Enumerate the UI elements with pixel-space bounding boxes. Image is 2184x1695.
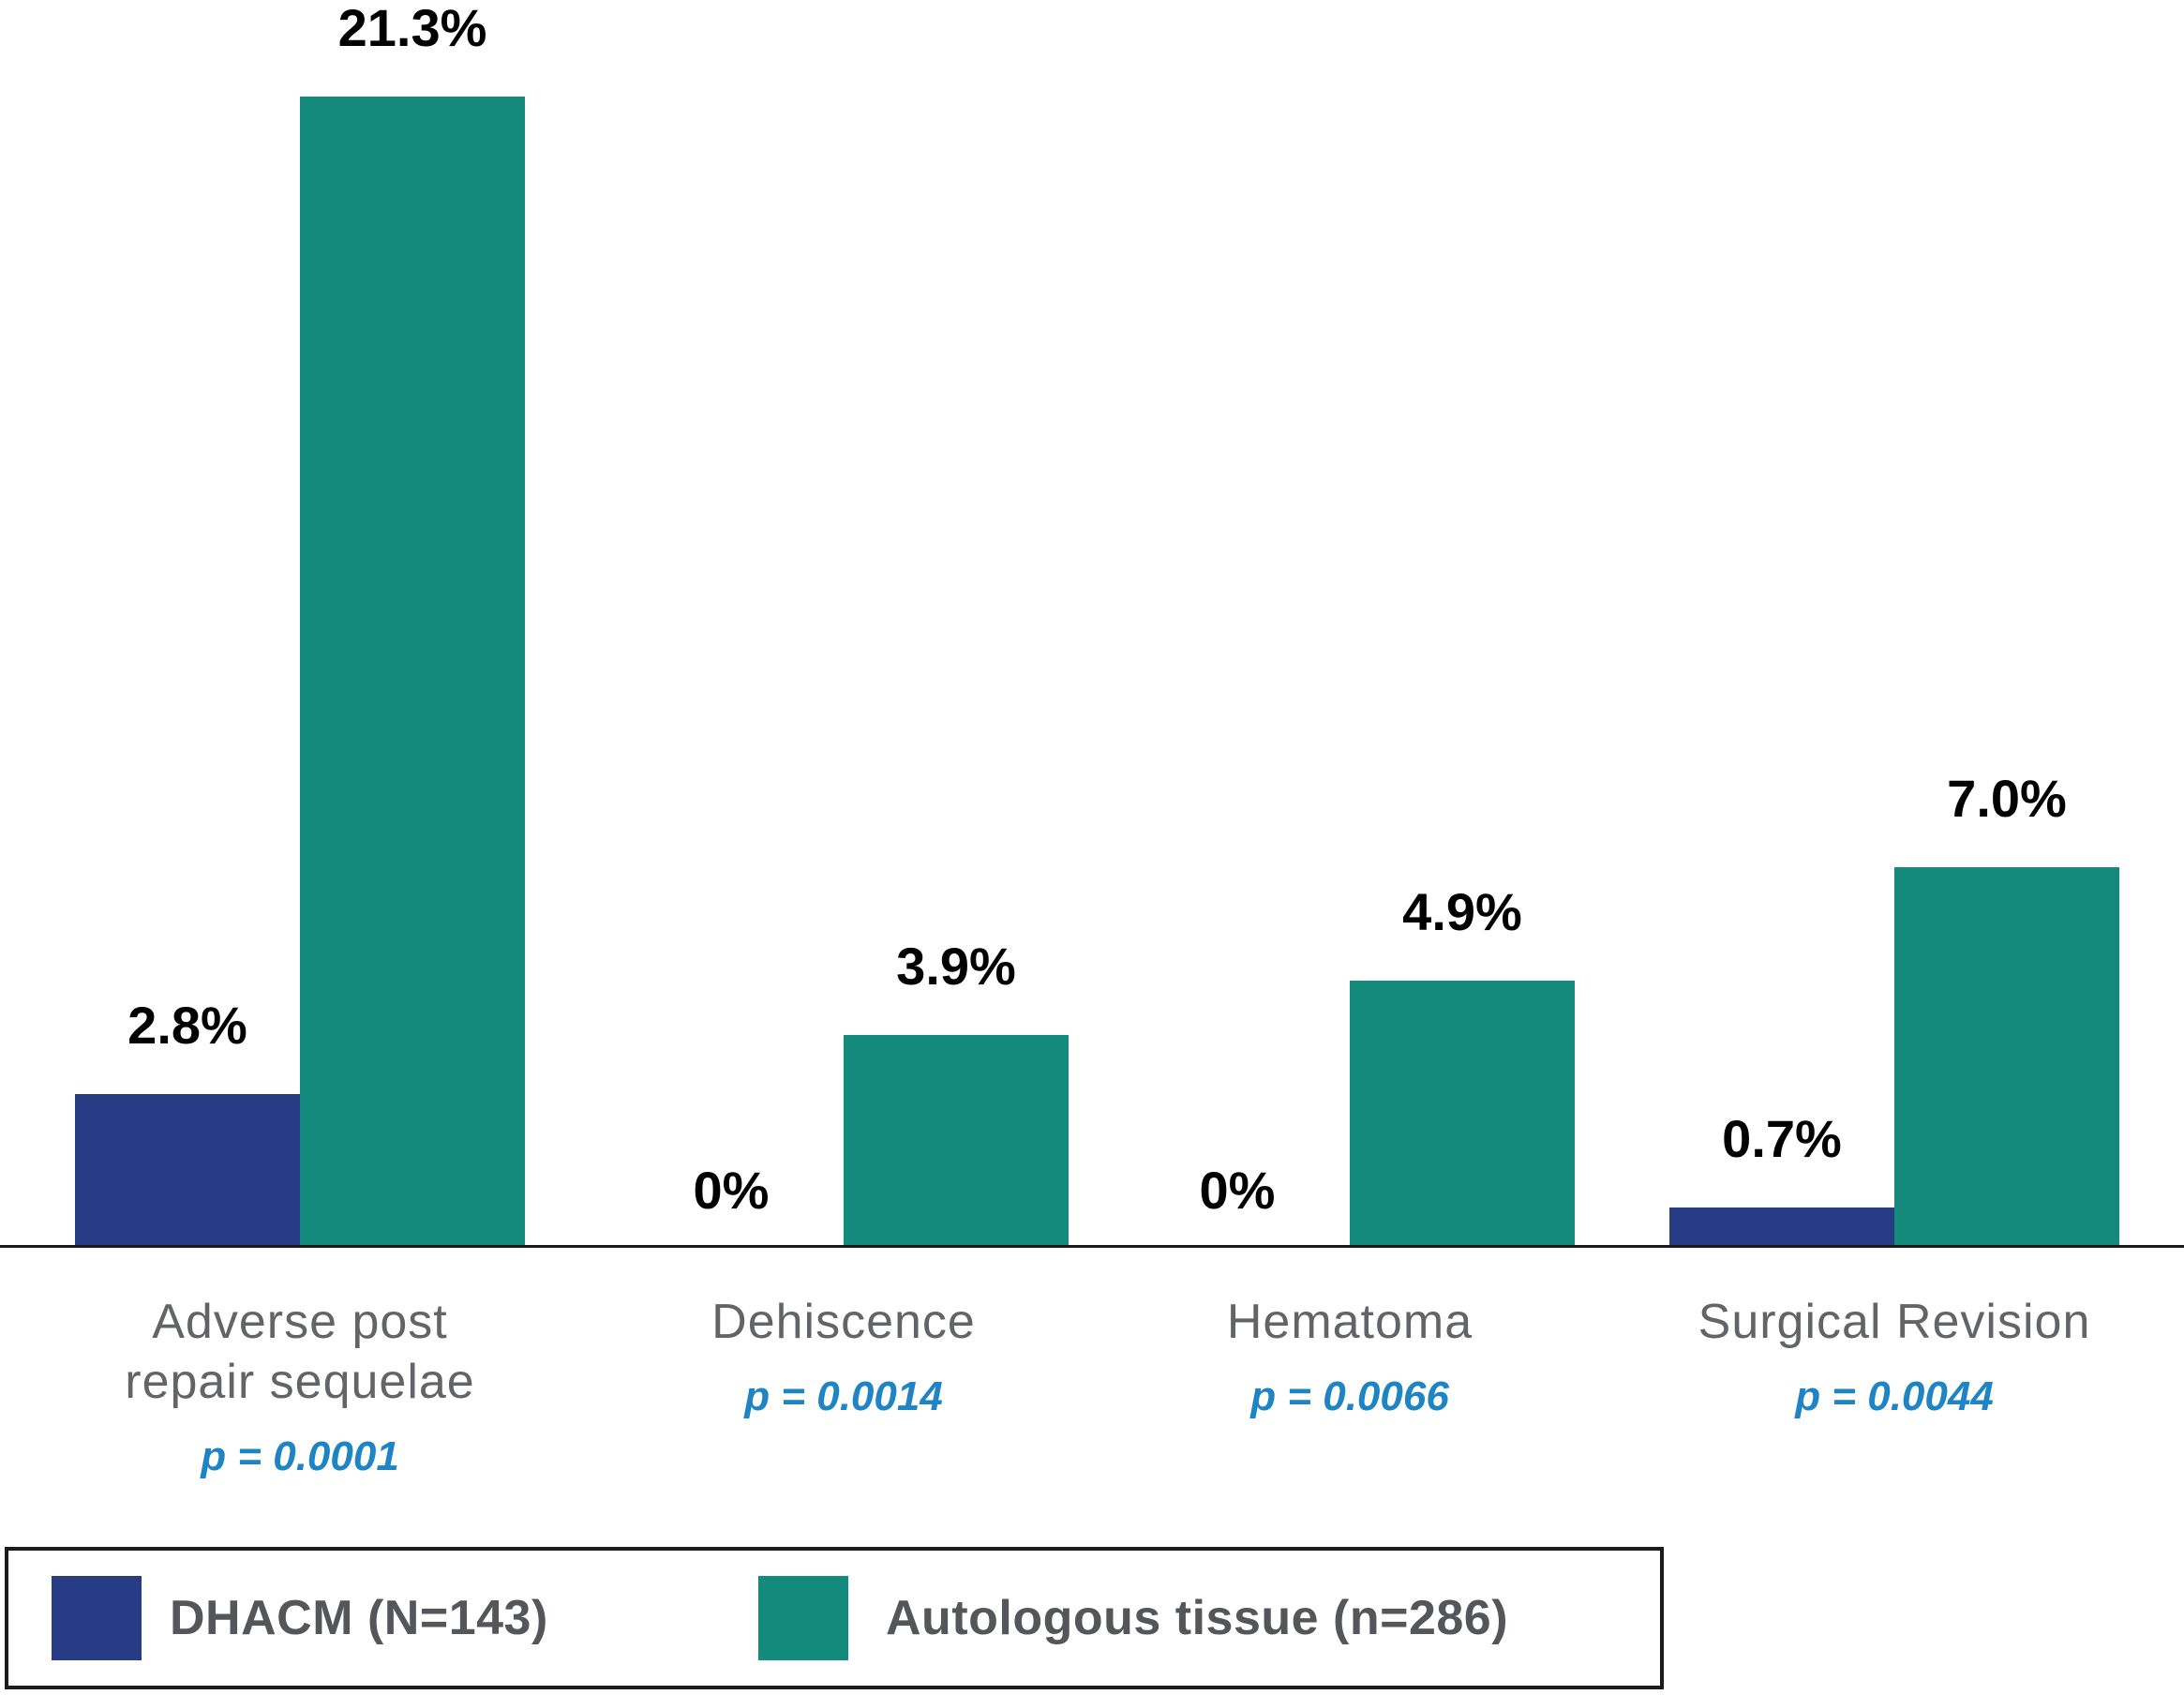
legend-swatch-dhacm	[52, 1576, 142, 1660]
value-label-autologous-dehiscence: 3.9%	[896, 937, 1016, 996]
bar-autologous-dehiscence	[844, 1035, 1069, 1245]
p-value-adverse-post-repair-sequelae: p = 0.0001	[201, 1433, 399, 1479]
value-label-dhacm-surgical-revision: 0.7%	[1722, 1109, 1842, 1168]
x-axis-line	[0, 1245, 2184, 1248]
value-label-autologous-surgical-revision: 7.0%	[1947, 769, 2067, 828]
p-value-surgical-revision: p = 0.0044	[1795, 1373, 1994, 1419]
bar-autologous-adverse-post-repair-sequelae	[300, 97, 525, 1245]
value-label-autologous-adverse-post-repair-sequelae: 21.3%	[337, 0, 487, 57]
category-label-hematoma: Hematoma	[1226, 1295, 1473, 1349]
legend-swatch-autologous	[758, 1576, 848, 1660]
bar-dhacm-adverse-post-repair-sequelae	[75, 1094, 300, 1245]
bar-autologous-surgical-revision	[1894, 867, 2119, 1245]
p-value-dehiscence: p = 0.0014	[744, 1373, 943, 1419]
legend: DHACM (N=143) Autologous tissue (n=286)	[5, 1547, 1664, 1689]
legend-label-dhacm: DHACM (N=143)	[170, 1591, 548, 1645]
category-label-dehiscence: Dehiscence	[711, 1295, 976, 1349]
category-label-adverse-post-repair-sequelae: Adverse post repair sequelae	[125, 1295, 475, 1409]
bar-autologous-hematoma	[1350, 981, 1575, 1245]
category-label-surgical-revision: Surgical Revision	[1698, 1295, 2091, 1349]
value-label-dhacm-hematoma: 0%	[1199, 1161, 1276, 1220]
p-value-hematoma: p = 0.0066	[1250, 1373, 1449, 1419]
value-label-autologous-hematoma: 4.9%	[1402, 882, 1522, 941]
legend-label-autologous: Autologous tissue (n=286)	[886, 1591, 1509, 1645]
value-label-dhacm-dehiscence: 0%	[693, 1161, 770, 1220]
value-label-dhacm-adverse-post-repair-sequelae: 2.8%	[127, 996, 247, 1055]
bar-dhacm-surgical-revision	[1669, 1208, 1894, 1245]
